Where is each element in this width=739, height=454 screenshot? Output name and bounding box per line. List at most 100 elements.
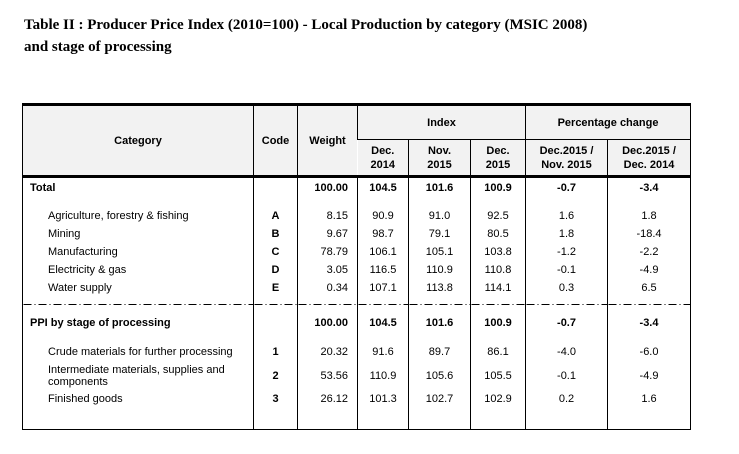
category-cell: Mining (48, 227, 81, 240)
pct-dec-cell: -3.4 (607, 176, 691, 207)
header-weight: Weight (297, 104, 358, 178)
category-cell: Total (30, 182, 56, 194)
header-dec-2014: Dec. 2014 (357, 139, 409, 178)
table-row-crude-materials: Crude materials for further processing 1… (23, 342, 691, 362)
header-nov-2015-line1: Nov. (427, 144, 452, 157)
table-row-intermediate-materials: Intermediate materials, supplies and com… (23, 361, 691, 390)
index-dec2015-cell: 103.8 (469, 242, 526, 261)
page-title: Table II : Producer Price Index (2010=10… (24, 14, 724, 58)
code-cell: 3 (253, 389, 298, 408)
index-dec2015-cell: 80.5 (469, 224, 526, 243)
weight-cell: 9.67 (297, 224, 358, 243)
category-cell: PPI by stage of processing (30, 316, 171, 329)
header-pct-dec2015-dec2014-line1: Dec.2015 / (622, 144, 676, 157)
index-dec2014-cell: 91.6 (357, 342, 409, 362)
index-nov2015-cell: 89.7 (408, 342, 471, 362)
index-dec2014-cell: 98.7 (357, 224, 409, 243)
header-dec-2015-line2: 2015 (485, 158, 511, 171)
pct-nov-cell: 0.2 (525, 389, 608, 408)
header-nov-2015-line2: 2015 (427, 158, 452, 171)
index-dec2014-cell: 90.9 (357, 206, 409, 225)
header-pct-dec2015-nov2015: Dec.2015 / Nov. 2015 (525, 139, 608, 178)
index-nov2015-cell: 101.6 (408, 312, 471, 343)
index-nov2015-cell: 102.7 (408, 389, 471, 408)
pct-dec-cell: -18.4 (607, 224, 691, 243)
index-dec2015-cell: 92.5 (469, 206, 526, 225)
pct-dec-cell: -4.9 (607, 361, 691, 390)
weight-cell: 20.32 (297, 342, 358, 362)
header-dec-2014-line1: Dec. (371, 144, 395, 157)
category-cell: Crude materials for further processing (48, 346, 233, 358)
pct-nov-cell: -0.1 (525, 260, 608, 279)
pct-nov-cell: 1.6 (525, 206, 608, 225)
index-dec2014-cell: 107.1 (357, 278, 409, 297)
header-row-periods: Dec. 2014 Nov. 2015 Dec. 2015 Dec.2015 /… (23, 139, 691, 178)
code-cell: D (253, 260, 298, 279)
header-pct-dec2015-dec2014-line2: Dec. 2014 (623, 158, 675, 171)
index-dec2015-cell: 105.5 (469, 361, 526, 390)
index-nov2015-cell: 110.9 (408, 260, 471, 279)
header-pct-dec2015-nov2015-line2: Nov. 2015 (541, 158, 592, 171)
pct-dec-cell: 6.5 (607, 278, 691, 297)
header-nov-2015: Nov. 2015 (408, 139, 471, 178)
category-cell: Intermediate materials, supplies and com… (48, 363, 225, 388)
code-cell: C (253, 242, 298, 261)
table-row-water-supply: Water supply E 0.34 107.1 113.8 114.1 0.… (23, 278, 691, 297)
table-header: Category Code Weight Index Percentage ch… (22, 104, 691, 178)
ppi-table: Category Code Weight Index Percentage ch… (22, 103, 692, 430)
index-nov2015-cell: 101.6 (408, 176, 471, 207)
index-dec2014-cell: 110.9 (357, 361, 409, 390)
weight-cell: 26.12 (297, 389, 358, 408)
weight-cell: 8.15 (297, 206, 358, 225)
pct-dec-cell: -2.2 (607, 242, 691, 261)
code-cell: A (253, 206, 298, 225)
index-dec2014-cell: 106.1 (357, 242, 409, 261)
index-dec2015-cell: 110.8 (469, 260, 526, 279)
header-pct-dec2015-nov2015-line1: Dec.2015 / (539, 144, 594, 157)
index-dec2015-cell: 102.9 (469, 389, 526, 408)
table-row-electricity-gas: Electricity & gas D 3.05 116.5 110.9 110… (23, 260, 691, 279)
header-category: Category (22, 104, 254, 178)
category-cell: Manufacturing (48, 245, 118, 258)
index-dec2015-cell: 100.9 (469, 176, 526, 207)
pct-nov-cell: -0.1 (525, 361, 608, 390)
table-bottom-filler-row (23, 407, 691, 430)
code-cell: B (253, 224, 298, 243)
pct-nov-cell: -1.2 (525, 242, 608, 261)
pct-dec-cell: -3.4 (607, 312, 691, 343)
header-index-group: Index (356, 104, 526, 140)
table-row-mining: Mining B 9.67 98.7 79.1 80.5 1.8 -18.4 (23, 224, 691, 243)
table-row-ppi-by-stage: PPI by stage of processing 100.00 104.5 … (23, 312, 691, 343)
weight-cell: 100.00 (297, 176, 358, 207)
weight-cell: 53.56 (297, 361, 358, 390)
index-dec2015-cell: 100.9 (469, 312, 526, 343)
index-dec2014-cell: 116.5 (357, 260, 409, 279)
index-dec2014-cell: 101.3 (357, 389, 409, 408)
pct-nov-cell: -4.0 (525, 342, 608, 362)
pct-nov-cell: 0.3 (525, 278, 608, 297)
weight-cell: 3.05 (297, 260, 358, 279)
pct-dec-cell: -6.0 (607, 342, 691, 362)
weight-cell: 0.34 (297, 278, 358, 297)
index-nov2015-cell: 105.6 (408, 361, 471, 390)
index-nov2015-cell: 91.0 (408, 206, 471, 225)
table-row-agriculture: Agriculture, forestry & fishing A 8.15 9… (23, 206, 691, 225)
index-dec2015-cell: 86.1 (469, 342, 526, 362)
code-cell (253, 176, 298, 207)
pct-dec-cell: 1.8 (607, 206, 691, 225)
category-cell: Agriculture, forestry & fishing (48, 209, 189, 222)
table-row-manufacturing: Manufacturing C 78.79 106.1 105.1 103.8 … (23, 242, 691, 261)
category-cell: Water supply (48, 281, 112, 294)
index-dec2014-cell: 104.5 (357, 312, 409, 343)
header-percentage-change-group: Percentage change (525, 104, 691, 140)
header-code: Code (253, 104, 298, 178)
index-dec2014-cell: 104.5 (357, 176, 409, 207)
pct-nov-cell: -0.7 (525, 312, 608, 343)
pct-nov-cell: 1.8 (525, 224, 608, 243)
index-nov2015-cell: 105.1 (408, 242, 471, 261)
header-pct-dec2015-dec2014: Dec.2015 / Dec. 2014 (607, 139, 691, 178)
table-row-total: Total 100.00 104.5 101.6 100.9 -0.7 -3.4 (23, 176, 691, 207)
header-row-groups: Category Code Weight Index Percentage ch… (22, 104, 691, 178)
weight-cell: 78.79 (297, 242, 358, 261)
